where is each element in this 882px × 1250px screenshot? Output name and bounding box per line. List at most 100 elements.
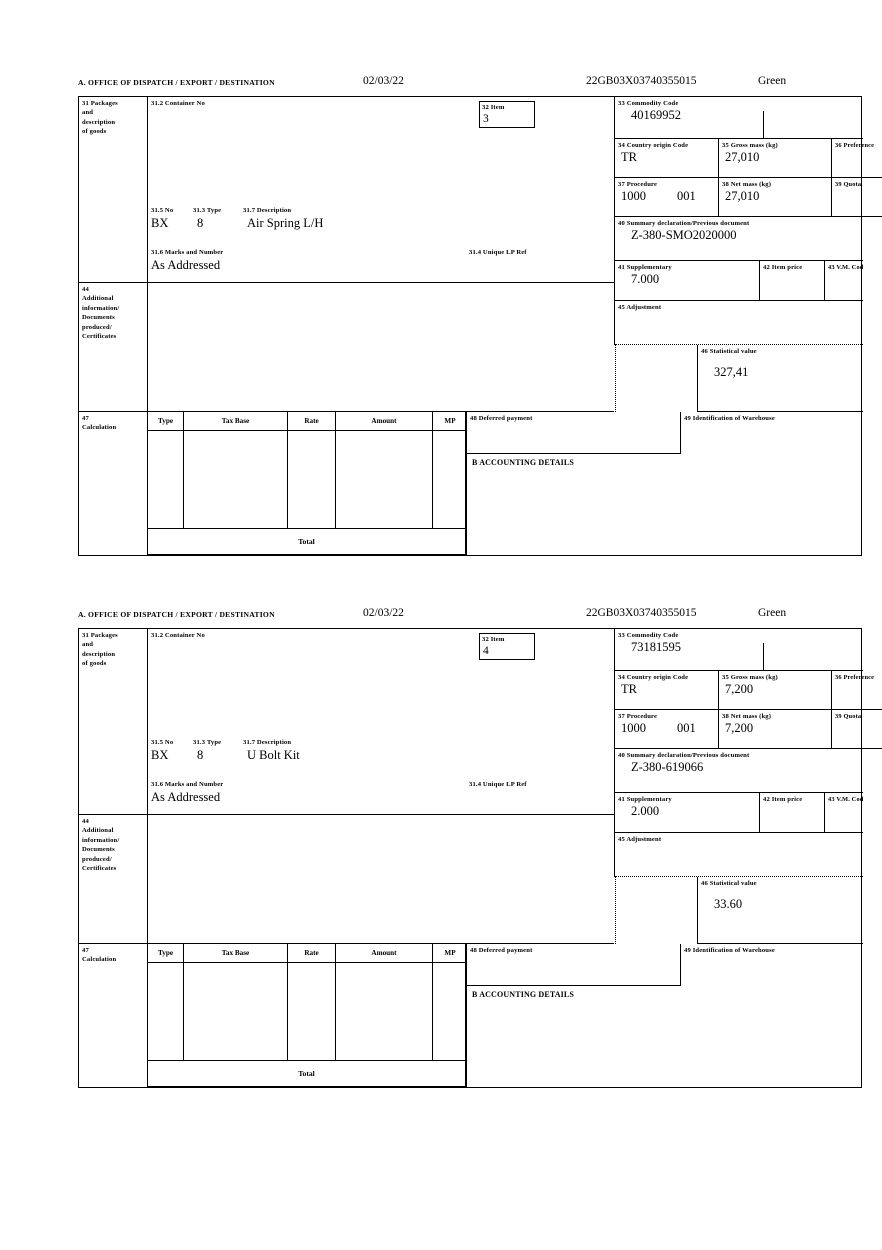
box-46-statistical-value: 46 Statistical value 327,41 <box>697 345 863 412</box>
commodity-code-label: 33 Commodity Code <box>618 631 679 639</box>
customs-lane: Green <box>758 607 787 619</box>
commodity-code-divider <box>763 643 764 670</box>
column-header-tax-base: Tax Base <box>184 412 288 430</box>
box-36-preference: 36 Preference <box>831 139 882 178</box>
net-mass-value[interactable]: 7,200 <box>725 721 754 735</box>
box-37-procedure: 37 Procedure 1000 001 <box>614 710 718 749</box>
no-label: 31.5 No <box>151 739 174 746</box>
box-40-summary-declaration: 40 Summary declaration/Previous document… <box>614 749 863 793</box>
cell-type[interactable] <box>148 431 184 528</box>
box-36-preference: 36 Preference <box>831 671 882 710</box>
procedure-sub-value[interactable]: 001 <box>677 189 696 203</box>
vm-code-label: 43 V.M. Code <box>828 263 863 271</box>
calculation-body-row[interactable] <box>147 963 466 1061</box>
procedure-code-value[interactable]: 1000 <box>621 189 646 203</box>
statistical-value-amount[interactable]: 33.60 <box>714 897 743 911</box>
cell-rate[interactable] <box>288 963 336 1060</box>
description-label: 31.7 Description <box>243 739 292 746</box>
total-label: Total <box>298 1069 315 1078</box>
box-49-identification-warehouse: 49 Identification of Warehouse <box>680 944 863 986</box>
item-value[interactable]: 3 <box>483 112 489 125</box>
net-mass-value[interactable]: 27,010 <box>725 189 760 203</box>
cell-rate[interactable] <box>288 431 336 528</box>
country-origin-code-label: 34 Country origin Code <box>618 141 689 149</box>
box-b-accounting-details: B ACCOUNTING DETAILS <box>466 986 863 1087</box>
summary-declaration-value[interactable]: Z-380-SMO2020000 <box>631 228 737 242</box>
adjustment-label: 45 Adjustment <box>618 835 662 843</box>
gross-mass-label: 35 Gross mass (kg) <box>722 141 778 149</box>
statistical-value-amount[interactable]: 327,41 <box>714 365 749 379</box>
description-value[interactable]: Air Spring L/H <box>247 216 324 230</box>
cell-mp[interactable] <box>433 963 467 1060</box>
box-44-stub: 44 Additional information/ Documents pro… <box>79 815 147 944</box>
box-44-label: 44 Additional information/ Documents pro… <box>82 817 120 873</box>
declaration-grid: 31 Packages and description of goods 31.… <box>78 96 882 556</box>
supplementary-value[interactable]: 7.000 <box>631 272 660 286</box>
commodity-code-divider <box>763 111 764 138</box>
procedure-code-value[interactable]: 1000 <box>621 721 646 735</box>
box-43-vm-code: 43 V.M. Code <box>824 793 863 833</box>
type-value[interactable]: 8 <box>197 216 204 230</box>
calculation-total-row: Total <box>147 529 466 555</box>
gross-mass-value[interactable]: 7,200 <box>725 682 754 696</box>
box-33-commodity-code: 33 Commodity Code 73181595 <box>614 629 863 671</box>
declaration-form-2: A. OFFICE OF DISPATCH / EXPORT / DESTINA… <box>78 607 882 1088</box>
box-35-gross-mass: 35 Gross mass (kg) 7,200 <box>718 671 831 710</box>
box-44-content[interactable] <box>147 815 614 944</box>
box-39-quota: 39 Quota <box>831 710 882 749</box>
box-37-procedure: 37 Procedure 1000 001 <box>614 178 718 217</box>
calculation-header-row: Type Tax Base Rate Amount MP <box>147 412 466 431</box>
statistical-dotted-divider <box>615 877 616 944</box>
box-44-content[interactable] <box>147 283 614 412</box>
country-origin-code-value[interactable]: TR <box>621 682 637 696</box>
marks-and-number-value[interactable]: As Addressed <box>151 790 221 804</box>
type-value[interactable]: 8 <box>197 748 204 762</box>
calculation-body-row[interactable] <box>147 431 466 529</box>
declaration-date: 02/03/22 <box>363 607 404 619</box>
supplementary-value[interactable]: 2.000 <box>631 804 660 818</box>
container-no-value[interactable] <box>148 640 614 642</box>
box-31-stub: 31 Packages and description of goods <box>79 97 147 283</box>
declaration-form-1: A. OFFICE OF DISPATCH / EXPORT / DESTINA… <box>78 75 882 556</box>
cell-type[interactable] <box>148 963 184 1060</box>
summary-declaration-value[interactable]: Z-380-619066 <box>631 760 704 774</box>
calculation-table: Type Tax Base Rate Amount MP Total <box>147 944 466 1087</box>
marks-and-number-value[interactable]: As Addressed <box>151 258 221 272</box>
accounting-details-label: B ACCOUNTING DETAILS <box>472 990 574 999</box>
commodity-code-value[interactable]: 73181595 <box>631 640 681 654</box>
identification-of-warehouse-label: 49 Identification of Warehouse <box>684 414 775 422</box>
box-31-label: 31 Packages and description of goods <box>82 631 118 668</box>
box-42-item-price: 42 Item price <box>759 261 824 301</box>
box-31-2-container: 31.2 Container No <box>147 629 614 815</box>
container-no-value[interactable] <box>148 108 614 110</box>
cell-amount[interactable] <box>336 431 433 528</box>
no-value[interactable]: BX <box>151 216 169 230</box>
cell-mp[interactable] <box>433 431 467 528</box>
box-31-2-container: 31.2 Container No <box>147 97 614 283</box>
box-34-country-origin: 34 Country origin Code TR <box>614 139 718 178</box>
description-value[interactable]: U Bolt Kit <box>247 748 300 762</box>
deferred-payment-label: 48 Deferred payment <box>470 414 533 422</box>
column-header-mp: MP <box>444 949 456 957</box>
cell-tax-base[interactable] <box>184 963 288 1060</box>
summary-declaration-label: 40 Summary declaration/Previous document <box>618 751 750 759</box>
cell-tax-base[interactable] <box>184 431 288 528</box>
country-origin-code-value[interactable]: TR <box>621 150 637 164</box>
gross-mass-value[interactable]: 27,010 <box>725 150 760 164</box>
description-label: 31.7 Description <box>243 207 292 214</box>
office-of-dispatch-label: A. OFFICE OF DISPATCH / EXPORT / DESTINA… <box>78 610 275 619</box>
commodity-code-value[interactable]: 40169952 <box>631 108 681 122</box>
net-mass-label: 38 Net mass (kg) <box>722 712 772 720</box>
country-origin-code-label: 34 Country origin Code <box>618 673 689 681</box>
box-b-accounting-details: B ACCOUNTING DETAILS <box>466 454 863 555</box>
box-47-label: 47 Calculation <box>82 946 117 964</box>
no-value[interactable]: BX <box>151 748 169 762</box>
declaration-grid: 31 Packages and description of goods 31.… <box>78 628 882 1088</box>
cell-amount[interactable] <box>336 963 433 1060</box>
unique-lp-ref-label: 31.4 Unique LP Ref <box>469 781 527 788</box>
column-header-tax-base: Tax Base <box>184 944 288 962</box>
item-value[interactable]: 4 <box>483 644 489 657</box>
procedure-sub-value[interactable]: 001 <box>677 721 696 735</box>
adjustment-dotted-divider <box>615 876 863 877</box>
gross-mass-label: 35 Gross mass (kg) <box>722 673 778 681</box>
